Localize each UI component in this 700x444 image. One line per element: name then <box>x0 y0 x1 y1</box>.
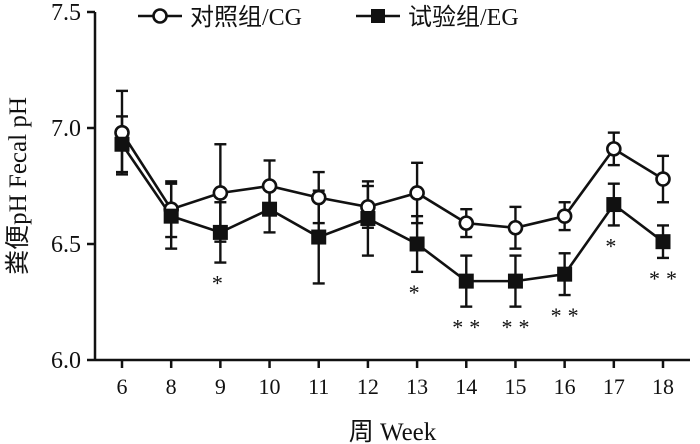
significance-marker: * <box>409 280 426 305</box>
data-point-cg <box>261 178 278 194</box>
significance-marker: ** <box>551 303 585 328</box>
data-point-eg <box>655 234 671 250</box>
x-tick-label: 12 <box>357 374 379 399</box>
series-line-2 <box>120 143 664 283</box>
data-point-eg <box>114 136 130 152</box>
x-tick-label: 9 <box>215 374 226 399</box>
y-axis-title: 粪便pH Fecal pH <box>4 97 32 275</box>
x-tick-label: 13 <box>406 374 428 399</box>
x-tick-label: 6 <box>117 374 128 399</box>
data-point-cg <box>655 171 671 187</box>
x-tick-label: 11 <box>308 374 329 399</box>
significance-marker: * <box>212 271 229 296</box>
y-tick-label: 7.0 <box>51 116 81 142</box>
legend-label-cg: 对照组/CG <box>190 4 302 31</box>
x-tick-label: 18 <box>652 374 674 399</box>
data-point-eg <box>507 273 523 289</box>
x-tick-label: 10 <box>259 374 281 399</box>
data-point-eg <box>163 208 179 224</box>
data-point-cg <box>556 208 573 224</box>
data-point-cg <box>212 185 229 201</box>
data-point-cg <box>458 215 475 231</box>
data-point-eg <box>557 266 573 282</box>
data-point-eg <box>606 197 622 213</box>
data-point-cg <box>409 185 425 201</box>
x-tick-label: 8 <box>166 374 177 399</box>
y-tick-label: 6.0 <box>51 348 81 374</box>
legend-marker-cg <box>152 8 168 24</box>
data-point-eg <box>360 210 376 226</box>
significance-marker: ** <box>452 315 486 340</box>
series-line-1 <box>120 131 664 230</box>
data-point-eg <box>458 273 474 289</box>
data-point-cg <box>310 189 327 206</box>
y-tick-label: 7.5 <box>51 0 81 26</box>
y-tick-label: 6.5 <box>51 232 81 258</box>
data-point-eg <box>311 229 327 245</box>
data-point-eg <box>262 201 278 217</box>
data-point-eg <box>212 224 228 240</box>
significance-marker: ** <box>649 266 683 291</box>
significance-marker: ** <box>501 315 535 340</box>
x-tick-label: 17 <box>603 374 625 399</box>
data-point-cg <box>507 219 524 236</box>
data-point-cg <box>606 141 622 157</box>
x-tick-label: 14 <box>455 374 477 399</box>
significance-marker: * <box>605 233 622 258</box>
legend-marker-eg <box>371 9 385 23</box>
x-tick-label: 16 <box>554 374 576 399</box>
legend-label-eg: 试验组/EG <box>408 4 519 31</box>
data-point-eg <box>409 236 425 252</box>
x-tick-label: 15 <box>504 374 526 399</box>
x-axis-title: 周 Week <box>349 419 437 444</box>
